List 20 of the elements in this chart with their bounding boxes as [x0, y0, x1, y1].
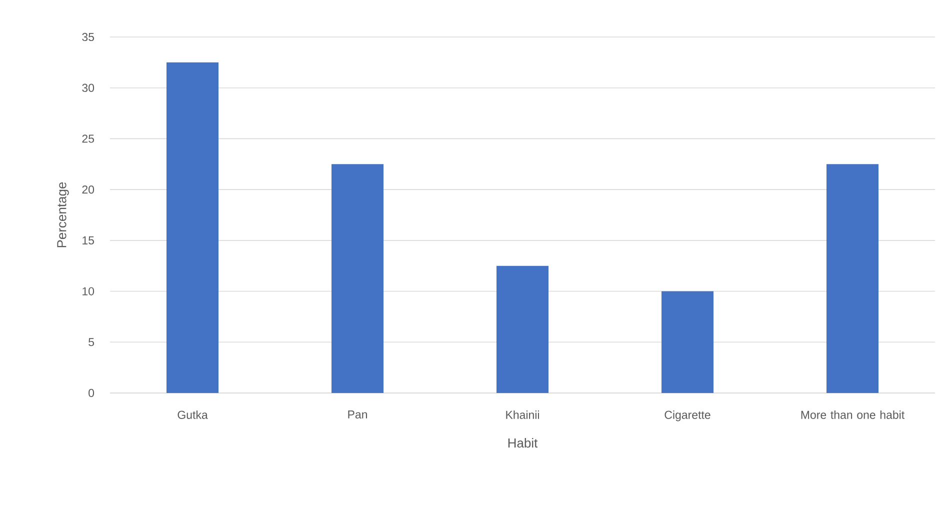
x-axis-title: Habit	[508, 438, 538, 448]
y-tick-label: 25	[82, 134, 94, 143]
bar	[496, 266, 549, 393]
y-axis-title: Percentage	[57, 182, 69, 248]
x-tick-label: Khainii	[506, 410, 539, 419]
y-tick-label: 0	[88, 388, 94, 398]
y-tick-label: 15	[82, 236, 94, 244]
y-tick-label: 10	[82, 287, 94, 296]
x-tick-label: Cigarette	[664, 410, 710, 422]
bar	[662, 291, 714, 393]
x-tick-label: More than one habit	[801, 410, 904, 419]
bar	[332, 164, 384, 393]
y-tick-label: 35	[82, 32, 94, 42]
x-tick-label: Pan	[348, 410, 367, 419]
bar	[166, 62, 219, 393]
y-tick-label: 30	[82, 84, 94, 92]
y-tick-label: 5	[88, 338, 94, 346]
y-tick-label: 20	[82, 185, 94, 194]
bar	[826, 164, 879, 393]
x-tick-label: Gutka	[178, 410, 208, 419]
